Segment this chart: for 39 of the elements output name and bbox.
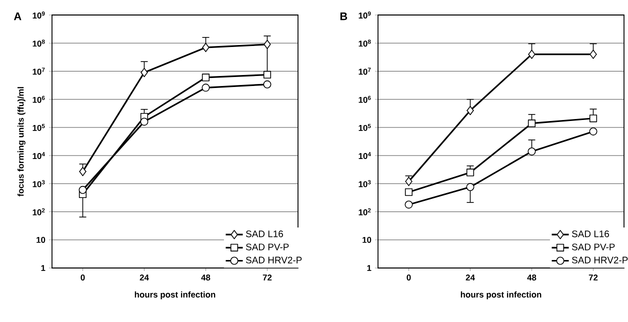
y-tick-label: 10$^{3}$ xyxy=(32,180,45,188)
y-tick-label: 10$^{6}$ xyxy=(32,96,45,103)
y-tick-label: 10 xyxy=(362,236,372,243)
y-tick-label: 10$^{9}$ xyxy=(358,11,371,19)
y-tick-label: 10$^{3}$ xyxy=(358,180,371,188)
y-tick-label: 1 xyxy=(367,265,372,271)
y-tick-label: 10$^{5}$ xyxy=(358,124,371,131)
x-tick-label: 48 xyxy=(527,274,536,281)
x-tick-label: 48 xyxy=(201,274,210,281)
x-tick-label: 0 xyxy=(80,274,85,281)
y-tick-label: 10$^{8}$ xyxy=(32,40,45,47)
x-tick-label: 72 xyxy=(588,274,598,280)
y-tick-label: 10$^{6}$ xyxy=(358,96,371,103)
y-tick-label: 10$^{4}$ xyxy=(358,152,371,160)
y-tick-label: 10 xyxy=(36,236,46,243)
legend-label: SAD HRV2-P xyxy=(246,256,302,264)
y-tick-label: 10$^{5}$ xyxy=(32,124,45,131)
legend-label: SAD L16 xyxy=(246,230,284,238)
legend-label: SAD PV-P xyxy=(572,244,615,250)
x-tick-label: 72 xyxy=(262,274,272,280)
chart-title: B xyxy=(340,12,348,20)
y-tick-label: 10$^{7}$ xyxy=(32,68,45,75)
y-tick-label: 10$^{2}$ xyxy=(358,208,371,216)
y-tick-label: 10$^{4}$ xyxy=(32,152,45,160)
y-tick-label: 10$^{7}$ xyxy=(358,68,371,75)
legend-label: SAD PV-P xyxy=(246,244,289,250)
x-axis-title: hours post infection xyxy=(134,291,216,300)
y-tick-label: 10$^{2}$ xyxy=(32,208,45,216)
x-axis-title: hours post infection xyxy=(460,291,542,300)
legend-label: SAD L16 xyxy=(572,230,610,238)
legend-label: SAD HRV2-P xyxy=(572,256,628,264)
x-tick-label: 24 xyxy=(140,274,149,280)
y-tick-label: 10$^{9}$ xyxy=(32,11,45,19)
x-tick-label: 24 xyxy=(466,274,475,280)
x-tick-label: 0 xyxy=(406,274,411,281)
chart-title: A xyxy=(14,12,22,20)
y-axis-title: focus forming units (ffu)/ml xyxy=(17,87,26,196)
y-tick-label: 10$^{8}$ xyxy=(358,40,371,47)
y-tick-label: 1 xyxy=(41,265,46,271)
